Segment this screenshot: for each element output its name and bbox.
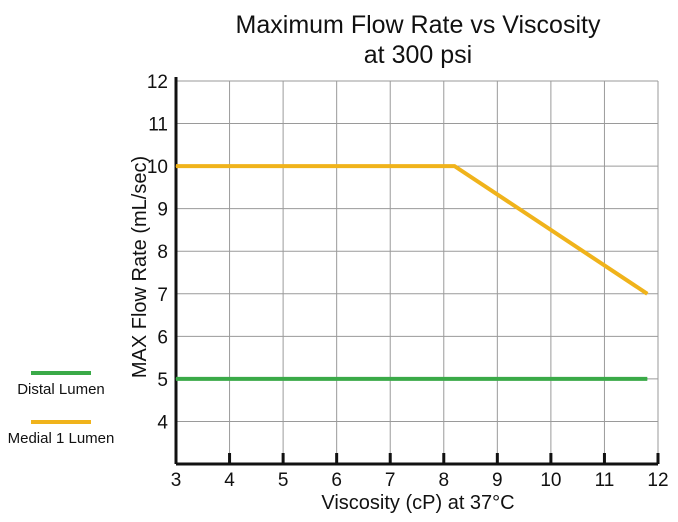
axes bbox=[174, 77, 660, 466]
x-axis-label: Viscosity (cP) at 37°C bbox=[321, 492, 514, 514]
y-tick-label: 4 bbox=[157, 412, 168, 433]
y-axis-label: MAX Flow Rate (mL/sec) bbox=[129, 156, 151, 378]
legend-label: Medial 1 Lumen bbox=[8, 430, 115, 447]
y-tick-label: 6 bbox=[157, 327, 168, 348]
chart-title: Maximum Flow Rate vs Viscosity bbox=[236, 11, 601, 39]
data-point bbox=[646, 293, 648, 295]
x-tick-label: 11 bbox=[595, 470, 615, 491]
y-tick-label: 7 bbox=[157, 285, 168, 306]
data-point bbox=[453, 165, 455, 167]
y-tick-label: 5 bbox=[157, 370, 168, 391]
data-point bbox=[175, 378, 177, 380]
x-tick-label: 12 bbox=[647, 470, 668, 491]
x-tick-label: 8 bbox=[438, 470, 449, 491]
y-tick-label: 9 bbox=[157, 200, 168, 221]
grid-lines bbox=[175, 80, 659, 464]
data-point bbox=[646, 378, 648, 380]
legend: Distal Lumen Medial 1 Lumen bbox=[8, 371, 115, 447]
y-tick-label: 8 bbox=[157, 242, 168, 263]
data-point bbox=[175, 165, 177, 167]
x-tick-label: 6 bbox=[331, 470, 342, 491]
chart-subtitle: at 300 psi bbox=[364, 41, 472, 69]
x-tick-label: 7 bbox=[385, 470, 396, 491]
x-tick-label: 10 bbox=[540, 470, 561, 491]
y-tick-label: 12 bbox=[147, 72, 168, 93]
x-tick-label: 5 bbox=[278, 470, 289, 491]
x-tick-label: 3 bbox=[171, 470, 182, 491]
data-series bbox=[175, 164, 649, 381]
x-tick-label: 4 bbox=[224, 470, 235, 491]
y-tick-label: 10 bbox=[147, 157, 168, 178]
tick-labels: 3 4 5 6 7 8 9 10 11 12 4 5 6 7 8 9 10 11 12 bbox=[147, 72, 669, 491]
legend-label: Distal Lumen bbox=[17, 381, 105, 398]
series-line-medial-1-lumen bbox=[176, 164, 649, 296]
y-tick-label: 11 bbox=[148, 115, 168, 136]
x-tick-label: 9 bbox=[492, 470, 503, 491]
